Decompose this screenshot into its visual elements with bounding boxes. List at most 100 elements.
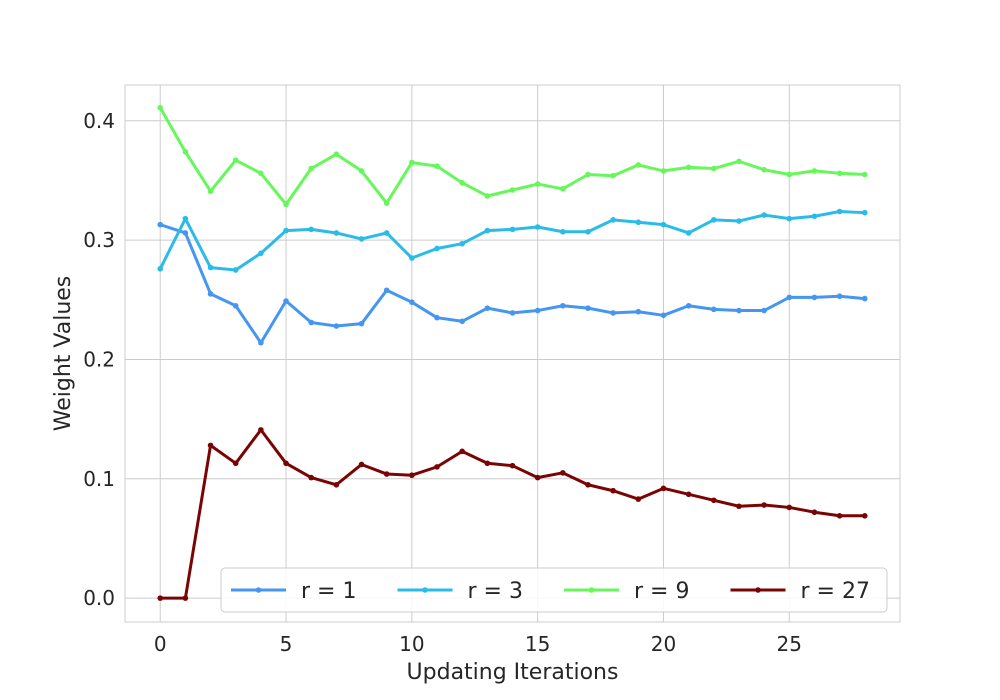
grid [125, 85, 900, 622]
data-point [484, 227, 491, 234]
data-point [685, 230, 692, 236]
y-tick-label: 0.2 [83, 347, 115, 371]
data-point [836, 293, 843, 300]
data-point [333, 323, 340, 329]
data-point [157, 221, 164, 228]
data-point [534, 474, 541, 481]
legend-label: r = 27 [801, 579, 870, 604]
data-point [258, 170, 264, 177]
data-point [232, 460, 239, 467]
legend-item: r = 9 [564, 579, 689, 604]
data-point [434, 245, 440, 252]
data-point [660, 312, 667, 319]
data-point [811, 294, 818, 301]
data-point [509, 310, 516, 316]
legend: r = 1 r = 3 r = 9 r = 27 [220, 567, 888, 613]
legend-item: r = 1 [231, 579, 356, 604]
x-tick-label: 25 [777, 632, 802, 656]
x-tick-label: 20 [651, 632, 676, 656]
data-point [484, 460, 491, 467]
x-tick-label: 0 [154, 632, 167, 656]
data-point [710, 497, 717, 504]
data-point [157, 265, 164, 272]
data-point [534, 181, 541, 187]
data-point [761, 166, 767, 173]
plot-frame [124, 84, 901, 623]
y-tick-label: 0.0 [83, 586, 115, 610]
legend-label: r = 3 [468, 579, 523, 604]
legend-item: r = 3 [397, 579, 523, 604]
data-point [660, 221, 667, 228]
data-point [635, 219, 642, 226]
data-point [283, 460, 289, 467]
data-point [383, 200, 390, 206]
legend-item: r = 27 [730, 579, 870, 604]
data-point [585, 305, 591, 311]
data-point [383, 230, 390, 236]
y-tick-label: 0.3 [83, 228, 115, 252]
data-point [635, 496, 642, 502]
data-point [308, 165, 315, 172]
data-point [308, 319, 315, 326]
legend-label: r = 9 [634, 579, 689, 604]
data-point [736, 218, 742, 224]
data-point [459, 448, 465, 455]
data-point [660, 168, 667, 174]
tick-labels: 0 5 10 15 20 25 0.0 0.1 0.2 0.3 0.4 [83, 109, 802, 656]
data-point [836, 208, 843, 215]
data-point [258, 427, 264, 433]
data-point [736, 158, 742, 165]
data-point [383, 471, 390, 477]
data-point [283, 201, 289, 208]
data-point [534, 224, 541, 230]
data-point [610, 172, 616, 179]
series [157, 104, 868, 601]
data-point [308, 474, 315, 481]
data-point [560, 470, 566, 476]
data-point [509, 226, 516, 233]
data-point [736, 503, 742, 510]
data-point [232, 302, 239, 309]
data-point [861, 295, 868, 302]
data-point [710, 165, 717, 172]
data-point [861, 512, 868, 519]
data-point [409, 255, 415, 261]
data-point [409, 299, 415, 305]
data-point [811, 509, 818, 516]
data-point [610, 487, 616, 494]
legend-marker [755, 587, 761, 593]
data-point [585, 228, 591, 235]
data-point [635, 308, 642, 315]
data-point [459, 240, 465, 247]
data-point [358, 320, 365, 327]
data-point [560, 302, 566, 309]
data-point [635, 162, 642, 168]
data-point [258, 250, 264, 257]
data-point [811, 168, 818, 174]
data-point [710, 217, 717, 223]
x-tick-label: 10 [399, 632, 424, 656]
data-point [383, 287, 390, 294]
legend-marker [588, 587, 595, 593]
y-tick-label: 0.4 [83, 109, 115, 133]
series-4 [157, 427, 868, 601]
data-point [509, 462, 516, 469]
data-point [459, 180, 465, 186]
data-point [182, 149, 189, 155]
data-point [484, 193, 491, 199]
data-point [157, 595, 164, 601]
data-point [685, 302, 692, 309]
series-1 [157, 221, 868, 346]
data-point [308, 226, 315, 233]
data-point [434, 464, 440, 470]
data-point [358, 168, 365, 174]
data-point [409, 472, 415, 479]
x-axis-label: Updating Iterations [407, 660, 619, 685]
data-point [786, 215, 793, 222]
data-point [685, 491, 692, 498]
data-point [761, 212, 767, 218]
legend-box [220, 567, 888, 613]
data-point [736, 307, 742, 314]
data-point [434, 314, 440, 321]
data-point [283, 298, 289, 304]
